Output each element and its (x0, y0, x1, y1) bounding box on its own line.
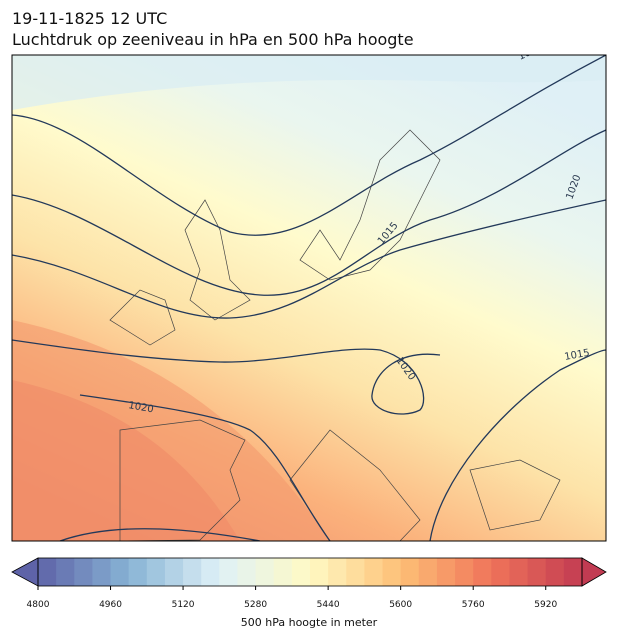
colorbar-segment (364, 558, 384, 586)
colorbar-under (11, 557, 39, 587)
tick-label: 5120 (172, 600, 195, 610)
contour-label: 1015 (564, 348, 591, 363)
coastline (109, 129, 561, 541)
colorbar-segment (201, 558, 220, 586)
colorbar-segment (146, 558, 166, 586)
colorbar-segment (74, 558, 93, 586)
colorbar-segment (38, 558, 57, 586)
map-frame (11, 54, 607, 542)
colorbar-segment (473, 558, 492, 586)
colorbar-segment (291, 558, 311, 586)
colorbar-segment (382, 558, 402, 586)
tick-label: 5280 (244, 600, 267, 610)
contour-label: 1020 (127, 400, 154, 415)
colorbar-segment (310, 558, 329, 586)
colorbar: 4800 4960 5120 5280 5440 5600 5760 5920 (11, 557, 607, 610)
colorbar-segment (545, 558, 565, 586)
colorbar-segment (164, 558, 184, 586)
isobar (429, 349, 606, 541)
band (12, 55, 606, 110)
isobar (12, 199, 606, 319)
colorbar-segment (273, 558, 293, 586)
colorbar-segment (255, 558, 275, 586)
isobar (79, 394, 331, 541)
colorbar-label: 500 hPa hoogte in meter (241, 616, 378, 629)
colorbar-over (581, 557, 607, 587)
title: 19-11-1825 12 UTC (12, 9, 167, 28)
colorbar-segment (92, 558, 112, 586)
colorbar-segment (56, 558, 75, 586)
colorbar-frame (37, 557, 583, 587)
colorbar-segment (219, 558, 238, 586)
isobar (12, 129, 606, 296)
isobar (59, 528, 261, 541)
colorbar-segment (436, 558, 456, 586)
colorbar-segment (346, 558, 365, 586)
tick-label: 5600 (389, 600, 412, 610)
isobar (12, 55, 606, 236)
colorbar-segment (418, 558, 438, 586)
colorbar-segment (328, 558, 347, 586)
colorbar-segment (509, 558, 529, 586)
colorbar-segment (563, 558, 583, 586)
colorbar-segment (110, 558, 130, 586)
colorbar-segment (128, 558, 148, 586)
colorbar-segment (237, 558, 257, 586)
colorbar-segment (527, 558, 547, 586)
tick-label: 4960 (99, 600, 122, 610)
map: 1015 1020 1015 1020 1015 1020 (12, 55, 606, 541)
isobar (12, 339, 441, 415)
band (12, 380, 240, 541)
colorbar-segment (183, 558, 202, 586)
tick-label: 5920 (534, 600, 557, 610)
colorbar-segment (491, 558, 510, 586)
tick-label: 5760 (462, 600, 485, 610)
colorbar-segment (455, 558, 474, 586)
tick-label: 5440 (317, 600, 340, 610)
subtitle: Luchtdruk op zeeniveau in hPa en 500 hPa… (12, 30, 414, 49)
tick-label: 4800 (27, 600, 50, 610)
colorbar-segment (400, 558, 420, 586)
